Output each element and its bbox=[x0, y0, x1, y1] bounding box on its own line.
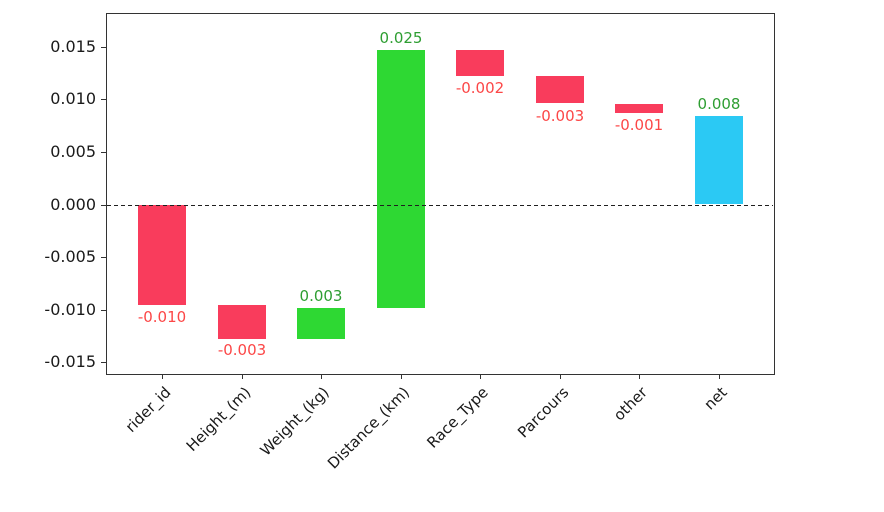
bar-Distance_(km) bbox=[377, 50, 425, 308]
y-tick-label: 0.010 bbox=[50, 89, 96, 108]
bar-Weight_(kg) bbox=[297, 308, 345, 339]
y-tick-label: -0.010 bbox=[44, 300, 96, 319]
y-tick bbox=[101, 362, 106, 363]
y-tick bbox=[101, 152, 106, 153]
y-tick bbox=[101, 99, 106, 100]
x-tick-label-Race_Type: Race_Type bbox=[423, 383, 493, 452]
x-tick bbox=[560, 374, 561, 379]
x-tick-label-Distance_(km): Distance_(km) bbox=[323, 383, 414, 473]
x-tick bbox=[639, 374, 640, 379]
y-tick bbox=[101, 47, 106, 48]
bar-Parcours bbox=[536, 76, 584, 103]
zero-line bbox=[107, 205, 773, 206]
bar-value-label: 0.008 bbox=[697, 95, 741, 113]
y-tick bbox=[101, 257, 106, 258]
y-tick-label: 0.015 bbox=[50, 37, 96, 56]
bar-net bbox=[695, 116, 743, 204]
x-tick bbox=[162, 374, 163, 379]
y-tick bbox=[101, 310, 106, 311]
bar-Race_Type bbox=[456, 50, 504, 76]
bar-value-label: -0.002 bbox=[455, 79, 505, 97]
bar-value-label: 0.003 bbox=[299, 287, 343, 305]
y-tick-label: -0.005 bbox=[44, 247, 96, 266]
x-tick bbox=[321, 374, 322, 379]
bar-value-label: -0.003 bbox=[217, 341, 267, 359]
y-tick-label: -0.015 bbox=[44, 352, 96, 371]
x-tick bbox=[719, 374, 720, 379]
bar-value-label: 0.025 bbox=[379, 29, 423, 47]
x-tick-label-Parcours: Parcours bbox=[513, 383, 573, 442]
x-tick-label-Height_(m): Height_(m) bbox=[182, 383, 255, 455]
bar-Height_(m) bbox=[218, 305, 266, 339]
x-tick-label-Weight_(kg): Weight_(kg) bbox=[256, 383, 334, 460]
bar-other bbox=[615, 104, 663, 113]
bar-value-label: -0.003 bbox=[535, 107, 585, 125]
y-tick-label: 0.005 bbox=[50, 142, 96, 161]
bar-value-label: -0.001 bbox=[614, 116, 664, 134]
x-tick-label-rider_id: rider_id bbox=[121, 383, 175, 436]
x-tick bbox=[401, 374, 402, 379]
x-tick-label-net: net bbox=[700, 383, 732, 414]
y-tick-label: 0.000 bbox=[50, 195, 96, 214]
x-tick bbox=[480, 374, 481, 379]
y-tick bbox=[101, 205, 106, 206]
plot-area bbox=[106, 13, 775, 375]
x-tick bbox=[242, 374, 243, 379]
bar-value-label: -0.010 bbox=[137, 308, 187, 326]
x-tick-label-other: other bbox=[610, 383, 652, 425]
bar-rider_id bbox=[138, 205, 186, 305]
